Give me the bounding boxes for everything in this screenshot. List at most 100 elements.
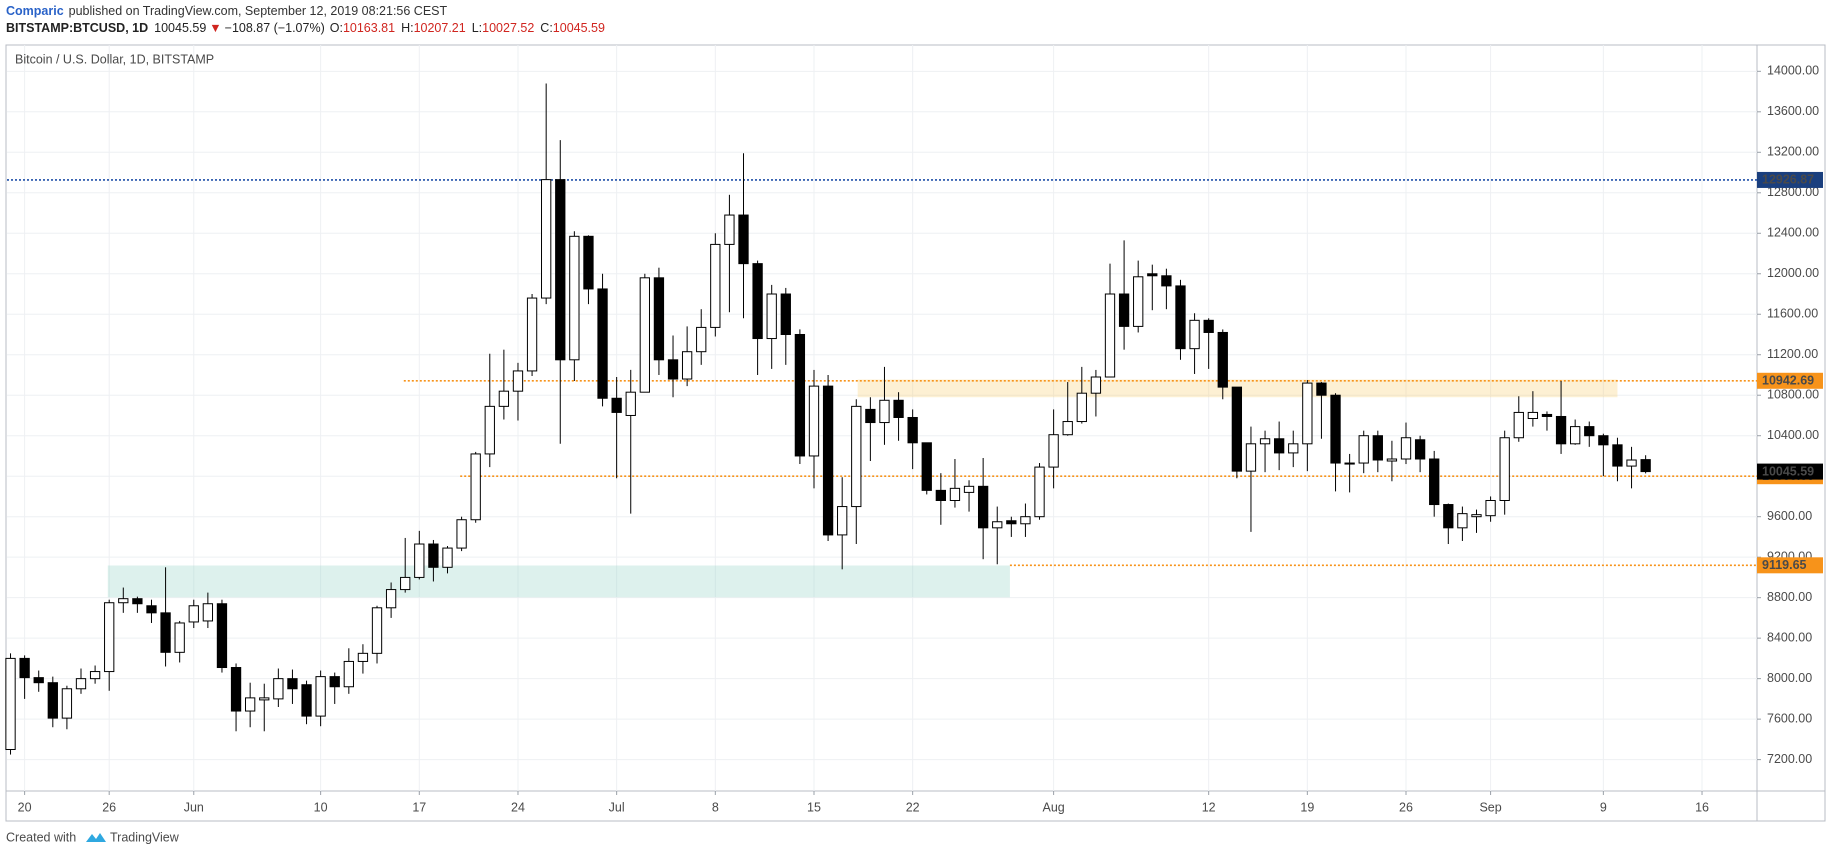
ohlc-value: 10163.81 <box>343 21 395 35</box>
candle-body-up <box>625 391 636 416</box>
change: −108.87 (−1.07%) <box>225 21 325 35</box>
symbol-line: BITSTAMP:BTCUSD, 1D 10045.59 ▼ −108.87 (−1.… <box>6 21 605 35</box>
candle-body-down <box>47 682 58 719</box>
candle-body-up <box>371 607 383 654</box>
candle-body-down <box>329 676 340 688</box>
level-label: 10942.69 <box>1762 374 1814 388</box>
candle-body-down <box>230 667 242 712</box>
candle-body-up <box>1062 421 1073 436</box>
ohlc-value: 10045.59 <box>553 21 605 35</box>
candle-body-down <box>132 598 143 605</box>
candle-body-up <box>414 543 425 578</box>
y-tick-label: 12800.00 <box>1767 185 1819 199</box>
candle-body-up <box>710 243 721 328</box>
candle-body-down <box>1217 331 1228 388</box>
candle-body-down <box>893 399 904 418</box>
candle-body-down <box>428 543 439 568</box>
y-tick-label: 10800.00 <box>1767 388 1819 402</box>
candle-body-up <box>470 453 481 521</box>
candle-body-down <box>160 612 171 653</box>
candle-body-up <box>400 576 411 591</box>
candle-body-up <box>1499 437 1510 501</box>
candle-body-down <box>935 489 947 501</box>
y-tick-label: 7600.00 <box>1767 711 1812 725</box>
candle-body-up <box>5 657 16 750</box>
candle-body-down <box>1118 293 1130 327</box>
candle-body-up <box>1302 382 1313 445</box>
last-price-label: 10045.59 <box>1762 464 1814 478</box>
x-tick-label: Jul <box>609 800 625 814</box>
candle-body-down <box>1429 458 1440 506</box>
y-tick-label: 12400.00 <box>1767 226 1819 240</box>
candle-body-down <box>1443 504 1454 529</box>
x-tick-label: 17 <box>412 800 426 814</box>
x-tick-label: 26 <box>102 800 116 814</box>
header: Comparic published on TradingView.com, Se… <box>6 4 605 35</box>
last: 10045.59 <box>154 21 206 35</box>
candle-body-up <box>1020 516 1031 525</box>
last-price-label-box <box>1757 463 1823 480</box>
y-tick-label: 7200.00 <box>1767 752 1812 766</box>
candle-body-up <box>357 652 369 662</box>
candle-body-down <box>33 677 44 684</box>
candle-body-up <box>1076 392 1087 423</box>
x-tick-label: 16 <box>1695 800 1709 814</box>
candle-body-down <box>555 179 566 361</box>
candle-body-up <box>1513 411 1524 439</box>
candle-body-up <box>1400 437 1412 460</box>
candle-body-up <box>851 405 862 508</box>
candle-body-up <box>456 519 467 549</box>
candle-body-up <box>174 622 185 653</box>
candle-body-down <box>653 277 665 361</box>
candle-body-up <box>808 385 820 457</box>
candle-body-down <box>1612 444 1623 467</box>
footer-logo <box>86 833 106 842</box>
ohlc-label: O: <box>330 21 343 35</box>
candle-body-up <box>837 506 848 536</box>
x-tick-label: Aug <box>1042 800 1064 814</box>
level-label-box <box>1757 171 1823 188</box>
level-label-box <box>1757 557 1823 574</box>
publish-line: Comparic published on TradingView.com, Se… <box>6 4 448 18</box>
candle-body-up <box>484 405 495 455</box>
candle-body-up <box>343 660 354 688</box>
candle-body-down <box>1006 520 1017 525</box>
x-tick-label: 9 <box>1600 800 1607 814</box>
author[interactable]: Comparic <box>6 4 64 18</box>
candle-body-down <box>1273 438 1285 454</box>
candle-body-down <box>1541 413 1553 417</box>
candle-body-down <box>1203 319 1214 333</box>
candle-body-up <box>385 589 397 609</box>
candle-body-down <box>667 359 679 380</box>
footer-brand[interactable]: TradingView <box>110 830 180 844</box>
candle-body-up <box>1457 513 1468 529</box>
ohlc-value: 10027.52 <box>482 21 534 35</box>
y-tick-label: 9600.00 <box>1767 509 1812 523</box>
arrow: ▼ <box>209 21 221 35</box>
candle-body-down <box>19 657 30 679</box>
candle-body-down <box>1175 285 1186 350</box>
candle-body-up <box>526 297 538 372</box>
candle-body-up <box>512 370 524 392</box>
candle-body-up <box>259 697 270 701</box>
candle-body-down <box>738 214 749 265</box>
ohlc-value: 10207.21 <box>414 21 466 35</box>
y-tick-label: 12000.00 <box>1767 266 1819 280</box>
candle-body-down <box>611 397 622 413</box>
x-tick-label: Sep <box>1479 800 1501 814</box>
candle-body-up <box>541 179 552 299</box>
candle-body-down <box>1555 415 1567 445</box>
x-tick-label: 15 <box>807 800 821 814</box>
y-tick-label: 11600.00 <box>1767 307 1818 321</box>
candle-body-up <box>442 547 453 568</box>
candle-body-up <box>696 326 707 353</box>
candle-body-up <box>949 487 961 501</box>
candle-body-down <box>216 603 228 669</box>
candle-body-up <box>639 277 650 393</box>
candle-body-up <box>1034 466 1045 518</box>
ohlc-label: H: <box>401 21 414 35</box>
candle-body-down <box>1316 382 1327 396</box>
y-tick-label: 8800.00 <box>1767 590 1812 604</box>
candle-body-down <box>977 485 989 529</box>
candle-body-down <box>1584 426 1595 437</box>
